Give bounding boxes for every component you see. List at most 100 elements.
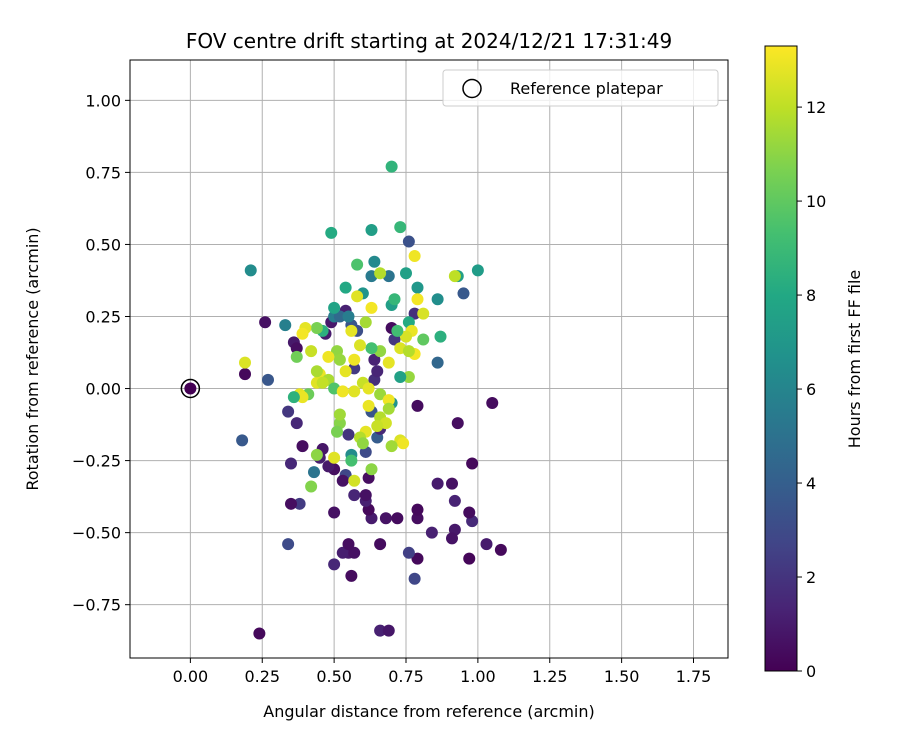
data-point — [365, 342, 378, 355]
data-point — [282, 405, 295, 418]
data-point — [400, 330, 412, 343]
data-point — [446, 532, 458, 545]
data-point — [336, 546, 349, 559]
data-point — [457, 287, 470, 300]
data-point — [417, 307, 430, 320]
data-point — [431, 293, 444, 306]
colorbar-tick-label: 4 — [806, 474, 816, 493]
data-point — [374, 267, 387, 280]
data-point — [184, 382, 197, 395]
data-point — [348, 546, 361, 559]
data-point — [293, 497, 306, 510]
data-point — [371, 365, 384, 378]
data-point — [431, 356, 444, 369]
data-point — [356, 437, 369, 450]
data-point — [351, 258, 364, 271]
colorbar-tick-label: 12 — [806, 98, 826, 117]
data-point — [425, 526, 438, 539]
data-point — [417, 333, 430, 346]
data-point — [310, 322, 323, 335]
data-point — [411, 503, 424, 516]
data-point — [408, 307, 421, 320]
y-axis-label: Rotation from reference (arcmin) — [23, 227, 42, 490]
x-tick-label: 0.75 — [388, 667, 424, 686]
x-axis-ticks: 0.00 0.25 0.50 0.75 1.00 1.25 1.50 1.75 — [173, 658, 711, 686]
colorbar-tick-label: 0 — [806, 662, 816, 681]
data-point — [282, 538, 295, 551]
colorbar-tick-label: 2 — [806, 568, 816, 587]
data-point — [431, 477, 444, 490]
data-point — [333, 408, 346, 421]
data-point — [466, 457, 479, 470]
data-point — [333, 353, 346, 366]
colorbar-tick-label: 10 — [806, 192, 826, 211]
data-point — [397, 437, 410, 450]
data-point — [471, 264, 484, 277]
data-point — [336, 385, 349, 398]
colorbar-ticks: 0 2 4 6 8 10 12 — [797, 98, 826, 681]
data-point — [348, 489, 361, 502]
data-point — [362, 382, 375, 395]
data-point — [322, 350, 335, 363]
data-point — [374, 538, 387, 551]
data-point — [296, 327, 309, 340]
x-tick-label: 0.00 — [173, 667, 209, 686]
data-point — [342, 310, 355, 323]
data-point — [308, 466, 320, 479]
y-tick-label: 0.00 — [85, 380, 121, 399]
data-point — [339, 365, 352, 378]
data-point — [285, 457, 297, 470]
data-point — [262, 373, 274, 386]
data-point — [486, 396, 499, 409]
data-point — [239, 356, 251, 369]
data-point — [400, 267, 412, 280]
data-point — [408, 572, 421, 585]
data-point — [328, 558, 341, 571]
data-point — [359, 316, 372, 329]
data-point — [374, 388, 387, 401]
grid — [130, 60, 728, 658]
data-point — [336, 474, 349, 487]
data-point — [348, 474, 361, 487]
x-tick-label: 1.00 — [460, 667, 496, 686]
data-point — [448, 494, 461, 507]
colorbar-tick-label: 6 — [806, 380, 816, 399]
x-tick-label: 1.50 — [604, 667, 640, 686]
data-point — [348, 353, 361, 366]
data-point — [382, 356, 395, 369]
data-point — [359, 489, 372, 502]
data-point — [402, 546, 415, 559]
data-point — [385, 440, 398, 453]
data-point — [382, 394, 395, 407]
data-point — [382, 402, 395, 415]
data-point — [463, 552, 476, 565]
data-point — [385, 160, 398, 173]
data-point — [253, 627, 266, 640]
data-point — [371, 420, 384, 433]
data-point — [391, 512, 404, 525]
data-point — [239, 368, 251, 381]
data-point — [322, 460, 335, 473]
data-point — [328, 506, 341, 519]
y-tick-label: −0.25 — [72, 452, 121, 471]
data-point — [345, 324, 358, 337]
data-point — [365, 224, 378, 237]
data-point — [310, 365, 323, 378]
data-point — [279, 319, 292, 332]
colorbar-tick-label: 8 — [806, 286, 816, 305]
y-tick-label: −0.50 — [72, 524, 121, 543]
data-point — [345, 454, 358, 467]
data-point — [328, 451, 341, 464]
data-point — [290, 350, 303, 363]
y-tick-label: −0.75 — [72, 596, 121, 615]
data-point — [402, 371, 415, 384]
y-axis-ticks: −0.75 −0.50 −0.25 0.00 0.25 0.50 0.75 1.00 — [72, 91, 130, 615]
data-point — [365, 463, 378, 476]
data-point — [379, 512, 392, 525]
legend-marker-icon — [462, 78, 482, 99]
data-point — [494, 543, 507, 556]
data-point — [296, 391, 309, 404]
data-point — [325, 226, 338, 239]
data-point — [402, 235, 415, 248]
data-point — [411, 281, 424, 294]
